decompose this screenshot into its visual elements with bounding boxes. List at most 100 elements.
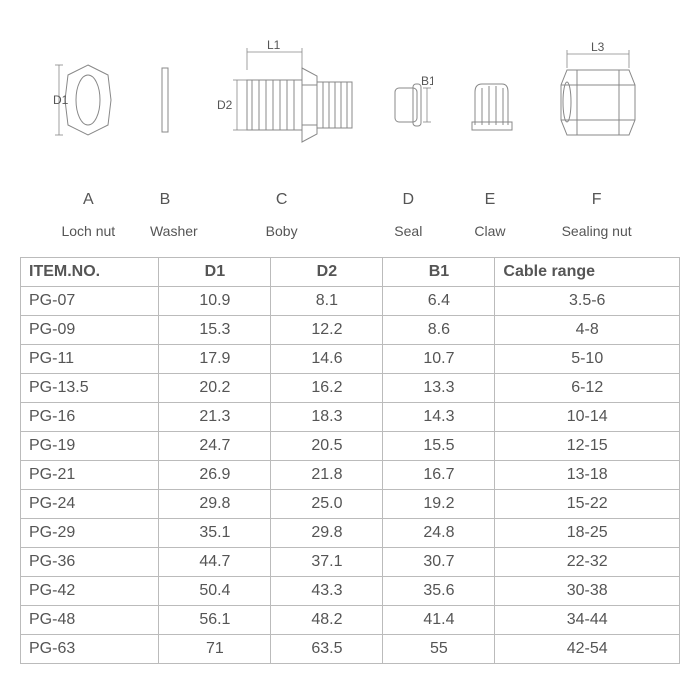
name-e: Claw	[460, 223, 520, 239]
letter-e: E	[460, 191, 520, 209]
table-cell: 24.7	[159, 432, 271, 461]
table-cell: 14.6	[271, 345, 383, 374]
table-cell: 29.8	[159, 490, 271, 519]
table-cell: PG-16	[21, 403, 159, 432]
col-header: ITEM.NO.	[21, 258, 159, 287]
table-cell: PG-13.5	[21, 374, 159, 403]
table-cell: 30.7	[383, 548, 495, 577]
col-header: D2	[271, 258, 383, 287]
table-cell: 12.2	[271, 316, 383, 345]
table-cell: 10.9	[159, 287, 271, 316]
table-row: PG-1924.720.515.512-15	[21, 432, 680, 461]
table-cell: 43.3	[271, 577, 383, 606]
table-row: PG-3644.737.130.722-32	[21, 548, 680, 577]
table-cell: 22-32	[495, 548, 680, 577]
table-cell: 26.9	[159, 461, 271, 490]
letter-f: F	[547, 191, 647, 209]
table-cell: 8.1	[271, 287, 383, 316]
table-row: PG-1117.914.610.75-10	[21, 345, 680, 374]
table-row: PG-2935.129.824.818-25	[21, 519, 680, 548]
table-row: PG-637163.55542-54	[21, 635, 680, 664]
table-cell: 71	[159, 635, 271, 664]
table-cell: 20.5	[271, 432, 383, 461]
col-header: D1	[159, 258, 271, 287]
table-cell: 50.4	[159, 577, 271, 606]
table-cell: 48.2	[271, 606, 383, 635]
dim-l3: L3	[591, 40, 605, 54]
name-b: Washer	[150, 223, 180, 239]
dim-d2: D2	[217, 98, 233, 112]
table-cell: 15.3	[159, 316, 271, 345]
spec-table: ITEM.NO.D1D2B1Cable range PG-0710.98.16.…	[20, 257, 680, 664]
table-cell: 55	[383, 635, 495, 664]
dim-b1: B1	[421, 74, 433, 88]
table-cell: PG-21	[21, 461, 159, 490]
table-cell: PG-29	[21, 519, 159, 548]
table-cell: 35.6	[383, 577, 495, 606]
table-cell: 34-44	[495, 606, 680, 635]
table-row: PG-0710.98.16.43.5-6	[21, 287, 680, 316]
table-row: PG-2126.921.816.713-18	[21, 461, 680, 490]
name-a: Loch nut	[53, 223, 123, 239]
name-f: Sealing nut	[547, 223, 647, 239]
table-cell: PG-07	[21, 287, 159, 316]
table-cell: 16.7	[383, 461, 495, 490]
table-cell: 8.6	[383, 316, 495, 345]
table-cell: 18-25	[495, 519, 680, 548]
part-lock-nut: D1	[53, 40, 123, 180]
col-header: Cable range	[495, 258, 680, 287]
part-letters-row: A B C D E F	[20, 191, 680, 209]
table-cell: 10-14	[495, 403, 680, 432]
letter-c: C	[207, 191, 357, 209]
part-seal: B1	[383, 40, 433, 180]
table-cell: 6.4	[383, 287, 495, 316]
part-body: L1 D2	[207, 40, 357, 180]
table-cell: 20.2	[159, 374, 271, 403]
table-cell: 44.7	[159, 548, 271, 577]
table-cell: 15-22	[495, 490, 680, 519]
table-cell: 29.8	[271, 519, 383, 548]
table-cell: 19.2	[383, 490, 495, 519]
table-cell: 12-15	[495, 432, 680, 461]
name-d: Seal	[383, 223, 433, 239]
table-cell: PG-19	[21, 432, 159, 461]
table-cell: PG-09	[21, 316, 159, 345]
table-cell: 3.5-6	[495, 287, 680, 316]
table-cell: 4-8	[495, 316, 680, 345]
table-cell: PG-24	[21, 490, 159, 519]
col-header: B1	[383, 258, 495, 287]
table-cell: 10.7	[383, 345, 495, 374]
part-sealing-nut: L3	[547, 40, 647, 180]
table-cell: 42-54	[495, 635, 680, 664]
part-claw	[460, 40, 520, 180]
table-cell: PG-42	[21, 577, 159, 606]
table-cell: PG-63	[21, 635, 159, 664]
table-cell: 35.1	[159, 519, 271, 548]
table-cell: 37.1	[271, 548, 383, 577]
part-names-row: Loch nut Washer Boby Seal Claw Sealing n…	[20, 223, 680, 239]
component-diagram: D1 L1 D2 B1	[20, 20, 680, 185]
table-row: PG-2429.825.019.215-22	[21, 490, 680, 519]
table-cell: PG-36	[21, 548, 159, 577]
table-cell: 13.3	[383, 374, 495, 403]
table-cell: 6-12	[495, 374, 680, 403]
table-cell: 30-38	[495, 577, 680, 606]
table-cell: 24.8	[383, 519, 495, 548]
dim-l1: L1	[267, 40, 281, 52]
table-cell: PG-11	[21, 345, 159, 374]
table-cell: 21.8	[271, 461, 383, 490]
table-cell: 13-18	[495, 461, 680, 490]
part-washer	[150, 40, 180, 180]
table-row: PG-1621.318.314.310-14	[21, 403, 680, 432]
table-row: PG-4856.148.241.434-44	[21, 606, 680, 635]
table-cell: 56.1	[159, 606, 271, 635]
table-row: PG-4250.443.335.630-38	[21, 577, 680, 606]
table-cell: 14.3	[383, 403, 495, 432]
table-cell: 41.4	[383, 606, 495, 635]
table-cell: 16.2	[271, 374, 383, 403]
table-cell: 21.3	[159, 403, 271, 432]
dim-d1: D1	[53, 93, 69, 107]
table-cell: 5-10	[495, 345, 680, 374]
table-cell: PG-48	[21, 606, 159, 635]
table-row: PG-0915.312.28.64-8	[21, 316, 680, 345]
